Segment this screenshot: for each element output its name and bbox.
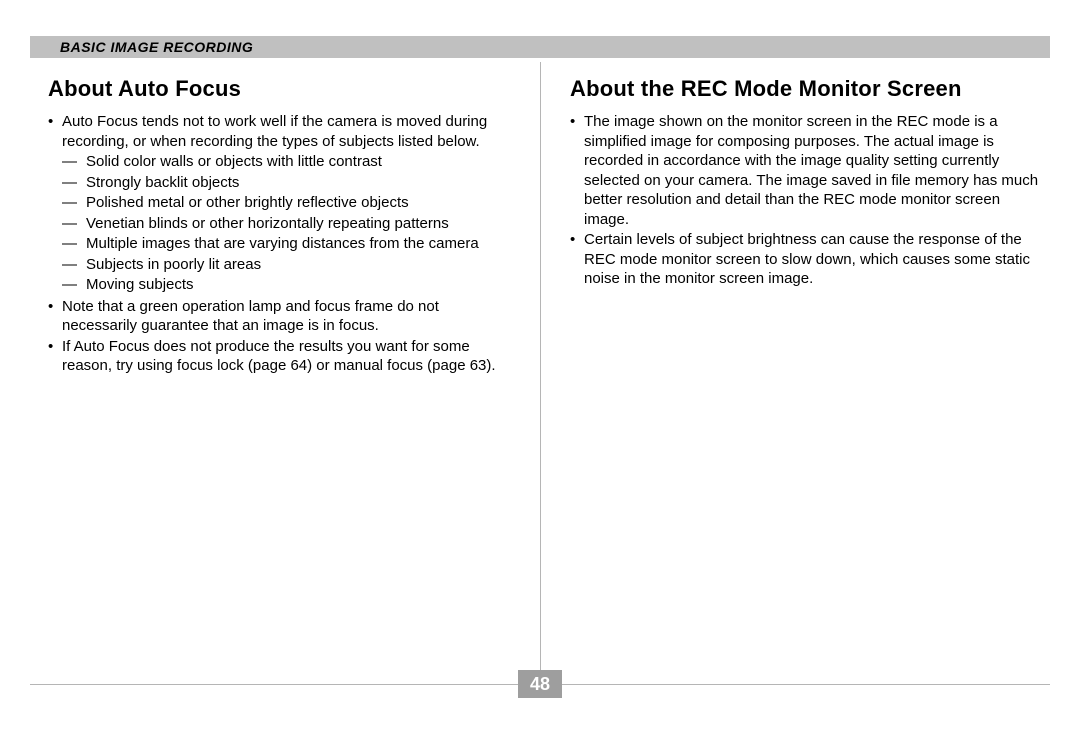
bullet-icon: •	[48, 297, 62, 336]
left-sub-3-text: Polished metal or other brightly reflect…	[86, 193, 518, 213]
left-sub-4-text: Venetian blinds or other horizontally re…	[86, 214, 518, 234]
dash-icon: —	[62, 255, 86, 275]
dash-icon: —	[62, 275, 86, 295]
left-bullet-1: • Auto Focus tends not to work well if t…	[48, 112, 518, 151]
left-column: About Auto Focus • Auto Focus tends not …	[48, 76, 518, 377]
left-sub-6: — Subjects in poorly lit areas	[62, 255, 518, 275]
left-sub-7-text: Moving subjects	[86, 275, 518, 295]
bullet-icon: •	[570, 230, 584, 289]
left-sub-1: — Solid color walls or objects with litt…	[62, 152, 518, 172]
center-divider	[540, 62, 541, 672]
bullet-icon: •	[48, 337, 62, 376]
left-heading: About Auto Focus	[48, 76, 518, 102]
bullet-icon: •	[570, 112, 584, 229]
left-sub-5-text: Multiple images that are varying distanc…	[86, 234, 518, 254]
left-sub-5: — Multiple images that are varying dista…	[62, 234, 518, 254]
dash-icon: —	[62, 152, 86, 172]
bullet-icon: •	[48, 112, 62, 151]
left-sub-1-text: Solid color walls or objects with little…	[86, 152, 518, 172]
right-bullet-1-text: The image shown on the monitor screen in…	[584, 112, 1040, 229]
right-bullet-1: • The image shown on the monitor screen …	[570, 112, 1040, 229]
right-column: About the REC Mode Monitor Screen • The …	[570, 76, 1040, 290]
left-bullet-3-text: If Auto Focus does not produce the resul…	[62, 337, 518, 376]
left-bullet-2: • Note that a green operation lamp and f…	[48, 297, 518, 336]
section-header-bar: BASIC IMAGE RECORDING	[30, 36, 1050, 58]
left-sub-4: — Venetian blinds or other horizontally …	[62, 214, 518, 234]
dash-icon: —	[62, 173, 86, 193]
left-bullet-3: • If Auto Focus does not produce the res…	[48, 337, 518, 376]
dash-icon: —	[62, 193, 86, 213]
right-bullet-2-text: Certain levels of subject brightness can…	[584, 230, 1040, 289]
left-sub-2: — Strongly backlit objects	[62, 173, 518, 193]
section-header-title: BASIC IMAGE RECORDING	[60, 39, 253, 55]
left-bullet-1-text: Auto Focus tends not to work well if the…	[62, 112, 518, 151]
right-heading: About the REC Mode Monitor Screen	[570, 76, 1040, 102]
left-bullet-2-text: Note that a green operation lamp and foc…	[62, 297, 518, 336]
left-sub-6-text: Subjects in poorly lit areas	[86, 255, 518, 275]
page-number: 48	[518, 670, 562, 698]
dash-icon: —	[62, 214, 86, 234]
left-sub-2-text: Strongly backlit objects	[86, 173, 518, 193]
dash-icon: —	[62, 234, 86, 254]
right-bullet-2: • Certain levels of subject brightness c…	[570, 230, 1040, 289]
left-sub-7: — Moving subjects	[62, 275, 518, 295]
left-sub-3: — Polished metal or other brightly refle…	[62, 193, 518, 213]
